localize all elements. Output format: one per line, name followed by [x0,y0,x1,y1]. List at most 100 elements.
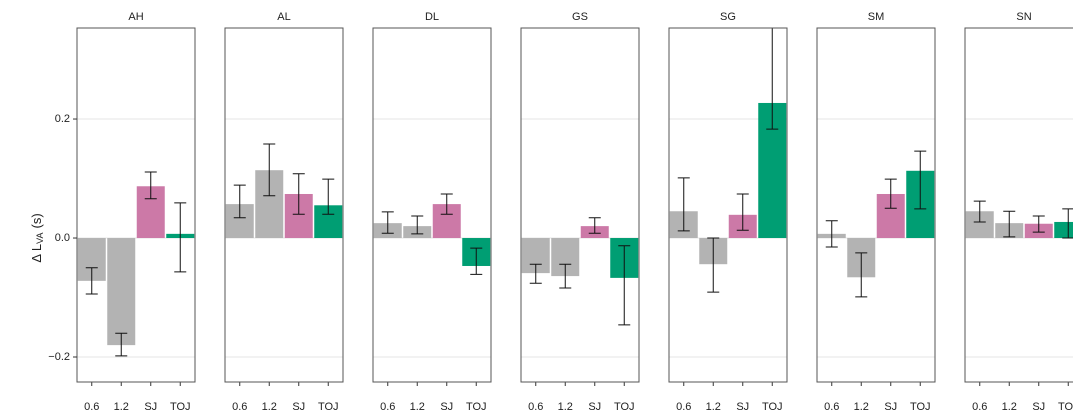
error-bar [263,143,276,197]
panel-title: GS [572,11,588,23]
y-axis-label: Δ LVA (s) [29,213,45,262]
x-tick-label: SJ [736,401,749,413]
panel-marks [610,238,639,326]
x-tick-label: 0.6 [84,401,99,413]
panel-title: DL [425,11,439,23]
error-bar [233,184,246,219]
panel-marks [995,210,1024,239]
error-bar [470,247,483,275]
error-bar [855,252,868,298]
x-tick-label: 1.2 [262,401,277,413]
error-bar [973,200,986,223]
x-tick-label: 1.2 [854,401,869,413]
x-tick-label: 1.2 [558,401,573,413]
x-tick-label: TOJ [910,401,931,413]
panel-title: SN [1016,11,1031,23]
panel-marks [669,177,698,239]
panel-frame [668,27,788,383]
panel-title: AL [277,11,290,23]
x-tick-label: 0.6 [380,401,395,413]
panel-title: AH [128,11,143,23]
y-label-unit: (s) [29,213,44,228]
panel-marks [847,238,876,298]
x-tick-label: 1.2 [114,401,129,413]
panel-marks [314,178,343,239]
y-tick-label: 0.2 [55,113,70,125]
panel-frame [372,27,492,383]
panel-marks [876,178,905,239]
error-bar [144,171,157,200]
y-label-main: Δ L [29,244,44,263]
panel-marks [432,193,461,239]
error-bar [588,217,601,234]
bar [107,238,136,346]
panel-marks [136,171,165,239]
error-bar [411,215,424,235]
panel-marks [1054,208,1073,239]
panel-title: SM [868,11,885,23]
error-bar [174,202,187,273]
x-tick-label: 0.6 [528,401,543,413]
error-bar [115,332,128,357]
x-tick-label: TOJ [1058,401,1073,413]
bar [1054,221,1073,239]
panel-marks [373,211,402,239]
error-bar [381,211,394,234]
error-bar [707,237,720,293]
y-tick-label: 0.0 [55,232,70,244]
error-bar [1032,215,1045,233]
x-tick-label: TOJ [318,401,339,413]
panel-marks [551,238,580,289]
panel-marks [107,238,136,357]
panel-frame [224,27,344,383]
error-bar [85,267,98,295]
y-label-sub: VA [35,233,45,244]
x-tick-label: SJ [144,401,157,413]
x-tick-label: SJ [884,401,897,413]
panel-marks [699,237,728,293]
panel-title: SG [720,11,736,23]
panel-marks [77,238,106,295]
error-bar [1062,208,1073,239]
x-tick-label: TOJ [170,401,191,413]
x-tick-label: 0.6 [676,401,691,413]
panel-frame [964,27,1073,383]
panel-marks [403,215,432,239]
error-bar [559,263,572,289]
error-bar [884,178,897,209]
panel-marks [462,238,491,275]
panel-frame [816,27,936,383]
error-bar [677,177,690,232]
error-bar [736,193,749,231]
error-bar [292,173,305,215]
panel-marks [580,217,609,239]
x-tick-label: 1.2 [706,401,721,413]
error-bar [322,178,335,215]
x-tick-label: TOJ [466,401,487,413]
error-bar [766,28,779,130]
panel-marks [906,150,935,239]
panel-marks [284,173,313,239]
panel-frame [520,27,640,383]
y-tick-label: −0.2 [48,351,70,363]
panel-marks [1024,215,1053,239]
error-bar [914,150,927,210]
x-tick-label: 0.6 [972,401,987,413]
panel-marks [166,202,195,273]
panel-marks [965,200,994,239]
x-tick-label: SJ [292,401,305,413]
panel-marks [817,220,846,248]
panel-marks [225,184,254,239]
error-bar [440,193,453,215]
x-tick-label: SJ [440,401,453,413]
error-bar [1003,210,1016,238]
x-tick-label: 0.6 [824,401,839,413]
panel-marks [521,238,550,284]
panel-marks [758,28,787,239]
x-tick-label: 1.2 [1002,401,1017,413]
error-bar [825,220,838,248]
x-tick-label: TOJ [762,401,783,413]
x-tick-label: TOJ [614,401,635,413]
x-tick-label: 0.6 [232,401,247,413]
error-bar [618,245,631,326]
